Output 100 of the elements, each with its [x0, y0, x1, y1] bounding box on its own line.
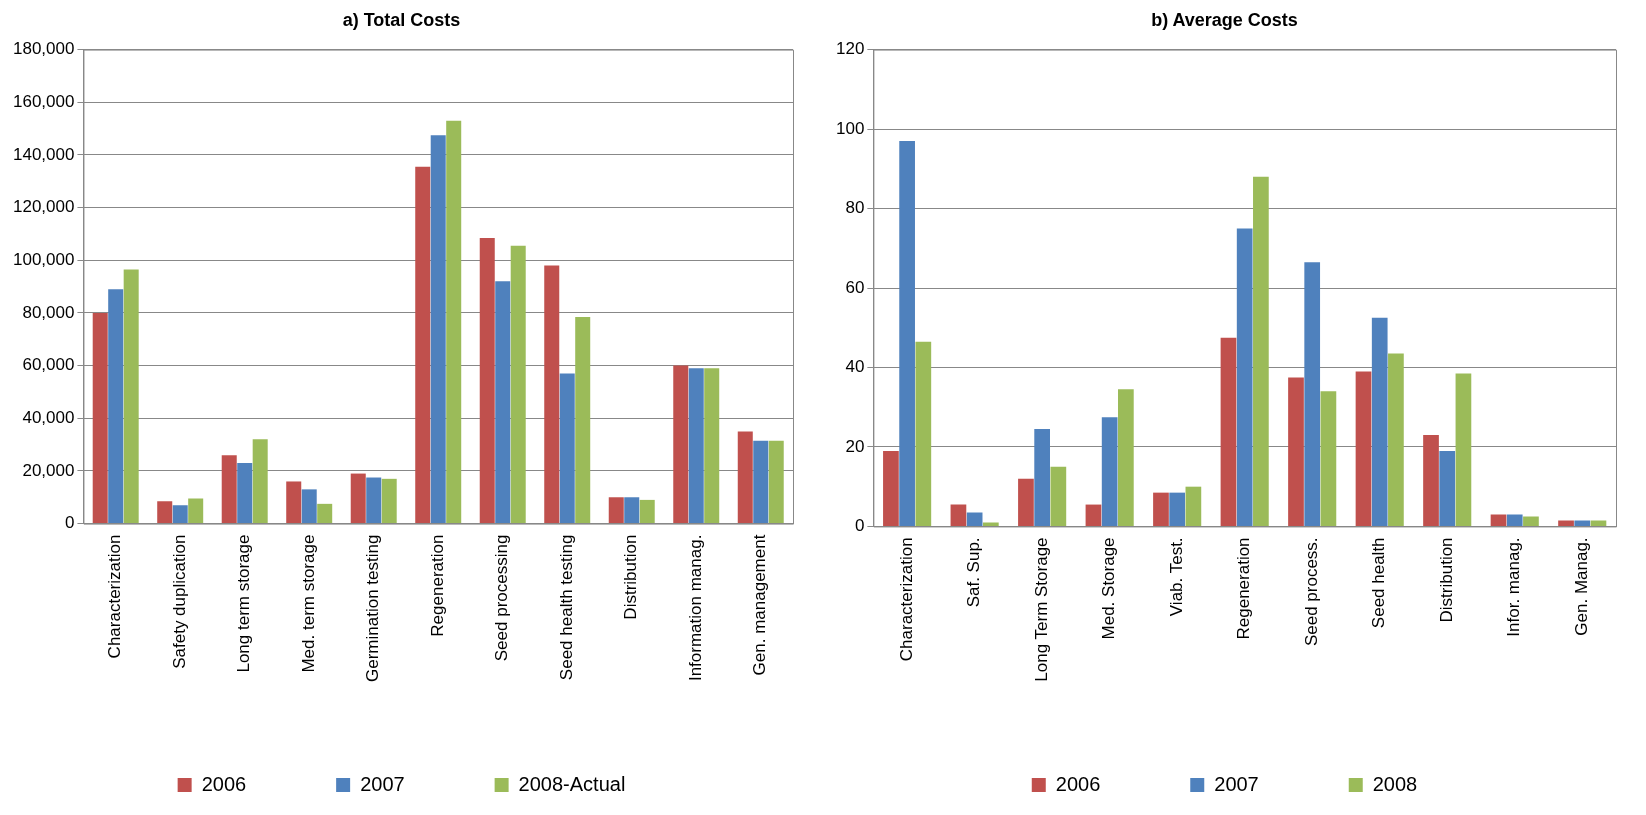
- y-tick-label: 60,000: [22, 355, 75, 375]
- bar: [1388, 353, 1404, 526]
- bar: [495, 281, 511, 524]
- bar: [1523, 516, 1539, 526]
- bar: [123, 269, 139, 524]
- bar: [237, 463, 253, 524]
- legend-label: 2006: [1055, 772, 1101, 795]
- x-tick-label: Seed health testing: [556, 534, 576, 681]
- y-tick-label: 180,000: [13, 39, 75, 59]
- legend-label: 2008-Actual: [518, 772, 626, 795]
- y-tick-label: 80,000: [22, 302, 75, 322]
- x-tick-label: Gen. management: [750, 534, 770, 676]
- y-tick-label: 0: [64, 513, 75, 533]
- x-tick-label: Distribution: [621, 534, 641, 620]
- bar: [415, 166, 431, 524]
- bar: [1304, 262, 1321, 526]
- bar: [544, 265, 560, 524]
- x-tick-label: Seed process.: [1301, 537, 1321, 647]
- bar: [624, 497, 640, 524]
- bar: [608, 497, 624, 524]
- bar: [575, 316, 591, 524]
- bar: [301, 489, 317, 524]
- bar: [1558, 520, 1574, 526]
- y-tick-label: 100,000: [13, 249, 75, 269]
- bar: [446, 120, 462, 524]
- bar: [639, 499, 655, 524]
- x-tick-label: Distribution: [1436, 537, 1456, 623]
- bar: [366, 477, 382, 524]
- x-tick-label: Long term storage: [234, 534, 254, 673]
- bar: [673, 365, 689, 524]
- chart-title: a) Total Costs: [342, 9, 461, 30]
- bar: [1185, 486, 1202, 526]
- bar: [1590, 520, 1607, 526]
- y-tick-label: 160,000: [13, 91, 75, 111]
- bar: [1355, 371, 1372, 526]
- bar: [1018, 478, 1034, 526]
- y-tick-label: 80: [845, 198, 865, 218]
- bar: [559, 373, 575, 524]
- bar: [688, 368, 704, 524]
- y-tick-label: 100: [835, 118, 865, 138]
- y-tick-label: 40,000: [22, 407, 75, 427]
- y-tick-label: 20,000: [22, 460, 75, 480]
- bar: [430, 135, 446, 524]
- bar: [1253, 176, 1269, 526]
- y-tick-label: 20: [845, 436, 865, 456]
- bar: [92, 312, 108, 524]
- x-tick-label: Long Term Storage: [1031, 537, 1051, 682]
- bar: [1439, 450, 1456, 526]
- bar: [1169, 492, 1186, 526]
- bar: [1490, 514, 1507, 526]
- legend-label: 2007: [360, 772, 405, 795]
- bar: [950, 504, 967, 526]
- bar: [1288, 377, 1304, 526]
- bar: [883, 450, 899, 526]
- x-tick-label: Seed health: [1369, 537, 1389, 629]
- bar: [381, 478, 397, 524]
- bar: [1236, 228, 1253, 526]
- chart-title: b) Average Costs: [1151, 9, 1298, 30]
- bar: [753, 440, 769, 524]
- bar: [1455, 373, 1472, 526]
- x-tick-label: Germination testing: [363, 534, 383, 682]
- bar: [966, 512, 983, 526]
- y-tick-label: 0: [854, 516, 865, 536]
- x-tick-label: Characterization: [105, 534, 125, 659]
- y-tick-label: 120: [835, 39, 865, 59]
- bar: [899, 140, 915, 526]
- bar: [1506, 514, 1523, 526]
- bar: [221, 455, 237, 524]
- bar: [982, 522, 999, 526]
- x-tick-label: Med. Storage: [1099, 537, 1119, 640]
- bar: [317, 503, 333, 524]
- y-tick-label: 140,000: [13, 144, 75, 164]
- bar: [286, 481, 302, 524]
- x-tick-label: Characterization: [896, 537, 916, 662]
- x-tick-label: Infor. manag.: [1504, 537, 1524, 637]
- legend-label: 2006: [201, 772, 247, 795]
- bar: [157, 501, 173, 524]
- bar: [915, 341, 932, 526]
- y-tick-label: 40: [845, 357, 865, 377]
- bar: [1050, 466, 1067, 526]
- bar: [252, 439, 268, 524]
- bar: [1118, 389, 1134, 526]
- bar: [479, 237, 495, 524]
- bar: [510, 245, 526, 524]
- bar: [188, 498, 204, 524]
- bar: [1153, 492, 1169, 526]
- bar: [108, 289, 124, 524]
- x-tick-label: Regeneration: [1234, 537, 1254, 640]
- bar: [350, 473, 366, 524]
- x-tick-label: Safety duplication: [169, 534, 189, 669]
- bar: [1574, 520, 1591, 526]
- x-tick-label: Regeneration: [427, 534, 447, 637]
- legend-label: 2007: [1214, 772, 1259, 795]
- bar: [1034, 429, 1050, 526]
- bar: [704, 368, 720, 524]
- bar: [172, 505, 188, 524]
- bar: [768, 440, 784, 524]
- bar: [1220, 337, 1237, 526]
- y-tick-label: 60: [845, 277, 865, 297]
- bar: [737, 431, 753, 524]
